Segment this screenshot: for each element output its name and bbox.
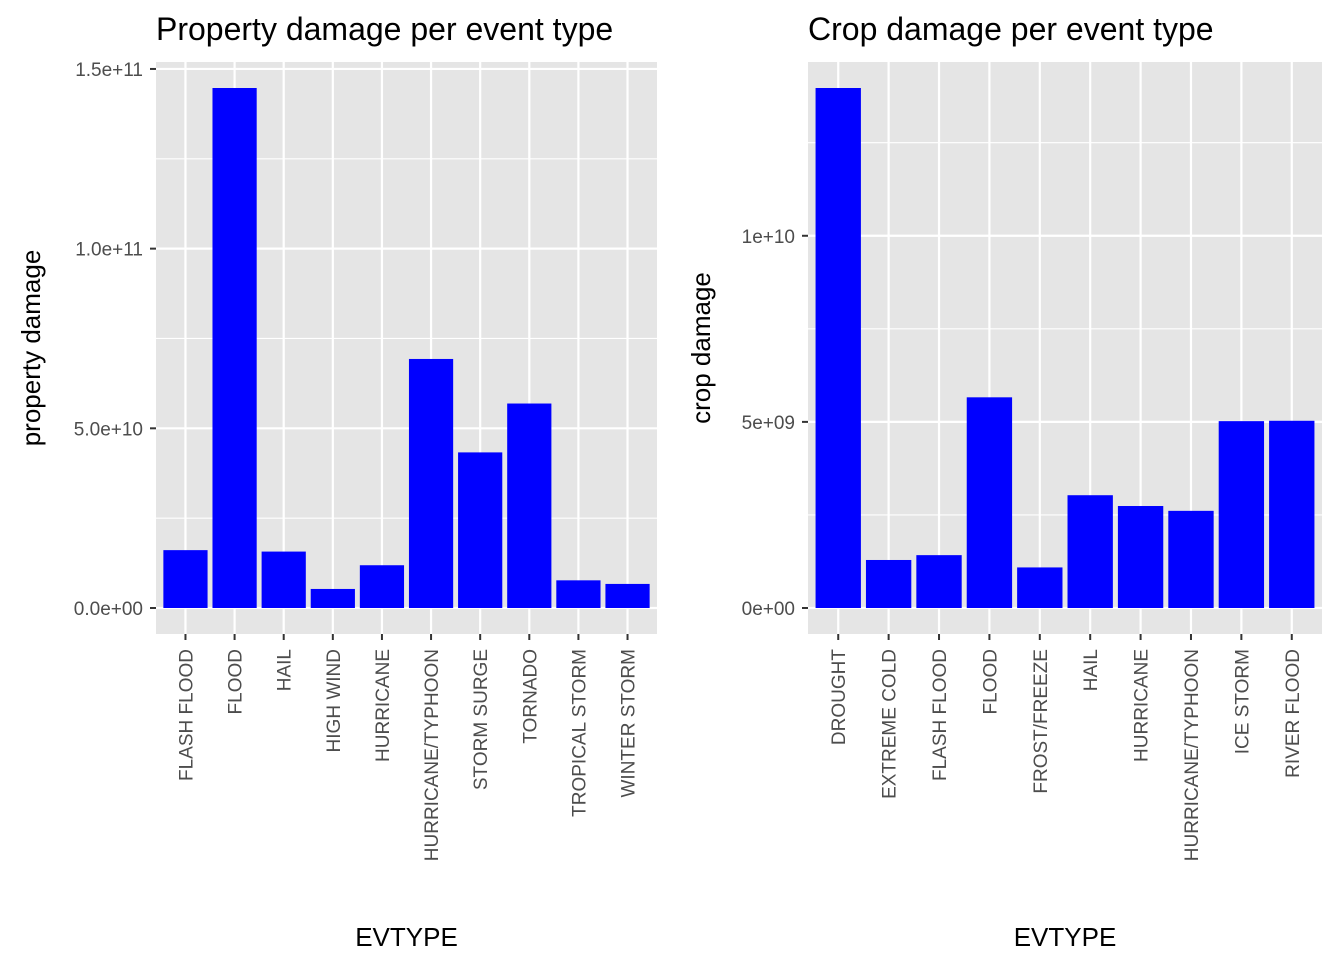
x-tick-label: HURRICANE — [1132, 649, 1153, 762]
bar-high-wind — [310, 588, 355, 608]
bar-hurricane — [1117, 506, 1164, 608]
bar-hurricane — [359, 565, 405, 608]
x-tick-label: STORM SURGE — [471, 649, 492, 790]
y-tick-label: 1.5e+11 — [75, 60, 143, 81]
bar-flood — [212, 88, 257, 608]
x-tick-label: HAIL — [275, 649, 296, 691]
x-axis-title: EVTYPE — [1014, 922, 1117, 952]
x-axis-title: EVTYPE — [355, 922, 458, 952]
bar-hurricane-typhoon — [408, 358, 454, 608]
y-axis-title: property damage — [16, 250, 46, 447]
bar-river-flood — [1269, 420, 1315, 608]
y-tick-label: 0e+00 — [742, 599, 795, 620]
bar-winter-storm — [605, 583, 650, 608]
x-tick-label: TORNADO — [520, 649, 541, 744]
bar-drought — [815, 88, 861, 608]
x-tick-label: RIVER FLOOD — [1283, 649, 1304, 778]
bar-hail — [261, 551, 306, 608]
bar-extreme-cold — [865, 559, 912, 608]
x-tick-label: ICE STORM — [1232, 649, 1253, 754]
bar-tornado — [507, 403, 552, 608]
x-tick-label: HURRICANE — [373, 649, 394, 762]
x-tick-label: FLOOD — [226, 649, 247, 714]
x-tick-label: HIGH WIND — [324, 649, 345, 752]
y-tick-label: 5e+09 — [742, 413, 795, 434]
bar-flood — [966, 397, 1013, 608]
y-axis-title: crop damage — [686, 272, 716, 424]
y-tick-label: 0.0e+00 — [74, 599, 143, 620]
chart-title: Property damage per event type — [156, 11, 613, 47]
bar-flash-flood — [163, 550, 208, 608]
bar-storm-surge — [458, 452, 503, 608]
chart-panel-1: 0.0e+00 5.0e+10 1.0e+11 1.5e+11 FLASH FLOOD F… — [16, 11, 657, 952]
bar-hail — [1067, 495, 1113, 608]
x-tick-label: TROPICAL STORM — [569, 649, 590, 817]
x-tick-label: FLASH FLOOD — [176, 649, 197, 781]
bar-flash-flood — [916, 555, 962, 608]
x-tick-label: HAIL — [1081, 649, 1102, 691]
y-tick-label: 1.0e+11 — [75, 240, 143, 261]
bar-frost-freeze — [1017, 567, 1063, 608]
bar-hurricane-typhoon — [1168, 510, 1214, 608]
x-tick-label: HURRICANE/TYPHOON — [1182, 649, 1203, 861]
chart-title: Crop damage per event type — [808, 11, 1214, 47]
y-tick-label: 1e+10 — [742, 227, 795, 248]
chart-panel-2: 0e+00 5e+09 1e+10 DROUGHT EXTREME COLD FLASH … — [686, 11, 1322, 952]
x-tick-label: WINTER STORM — [619, 649, 640, 797]
y-tick-label: 5.0e+10 — [74, 419, 143, 440]
x-tick-label: FLASH FLOOD — [930, 649, 951, 781]
x-tick-label: HURRICANE/TYPHOON — [422, 649, 443, 861]
x-tick-label: FLOOD — [980, 649, 1001, 714]
x-tick-label: EXTREME COLD — [880, 649, 901, 799]
bar-tropical-storm — [556, 580, 601, 608]
x-tick-label: DROUGHT — [829, 649, 850, 745]
bar-ice-storm — [1218, 421, 1265, 608]
x-tick-label: FROST/FREEZE — [1031, 649, 1052, 794]
